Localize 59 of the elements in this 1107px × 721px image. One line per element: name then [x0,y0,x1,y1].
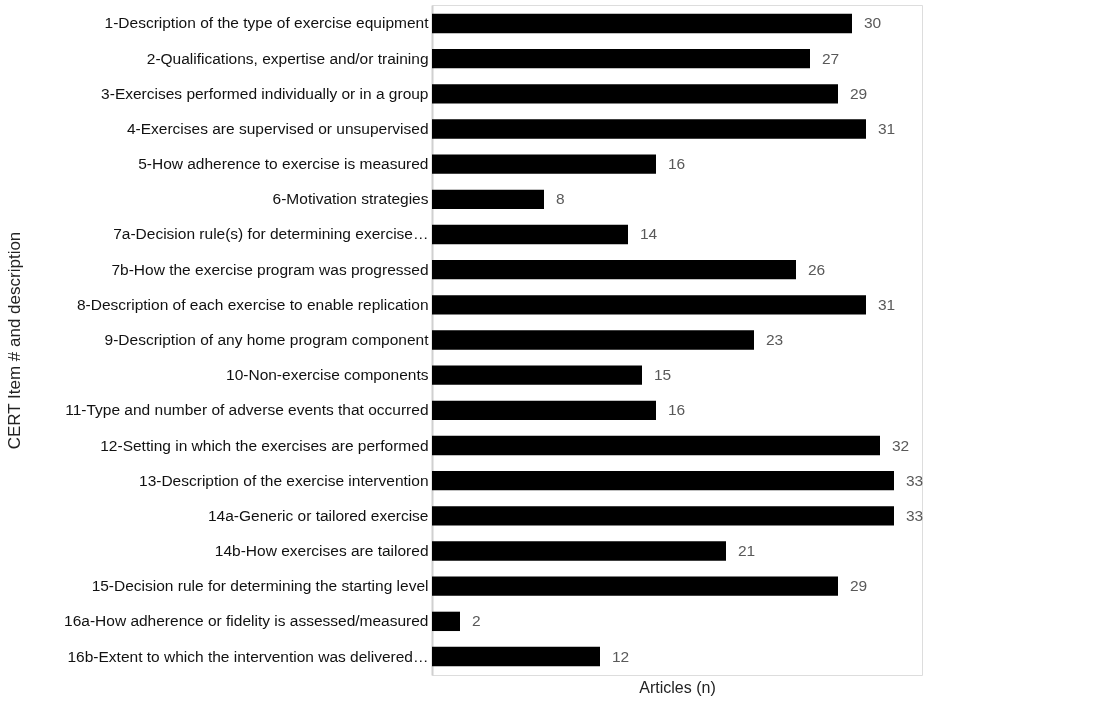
data-label: 30 [864,14,882,32]
y-tick-label: 14b-How exercises are tailored [214,542,429,560]
data-label: 12 [612,647,630,665]
bar [432,330,754,350]
x-axis-title: Articles (n) [639,678,716,696]
y-tick-label: 10-Non-exercise components [226,366,429,384]
bar [432,119,866,139]
data-label: 16 [668,155,686,173]
bar [432,259,796,280]
bar [432,541,726,561]
data-label: 14 [640,225,658,243]
data-label: 8 [556,190,565,208]
bar [432,611,460,632]
y-tick-label: 4-Exercises are supervised or unsupervised [126,119,429,137]
bar [432,576,838,596]
data-label: 26 [808,260,826,278]
y-tick-label: 6-Motivation strategies [272,190,429,208]
y-tick-label: 3-Exercises performed individually or in a group [101,84,429,102]
y-axis-title: CERT Item # and description [4,231,24,450]
y-tick-label: 11-Type and number of adverse events that occurred [65,401,429,419]
data-label: 32 [892,436,910,454]
y-tick-label: 16b-Extent to which the intervention was delivered… [67,647,429,665]
y-tick-label: 7b-How the exercise program was progressed [111,260,429,278]
bar [432,435,880,456]
data-label: 27 [822,49,840,67]
y-tick-label: 5-How adherence to exercise is measured [138,155,429,173]
data-label: 31 [878,295,896,313]
bar [432,84,838,104]
bar [432,224,628,245]
data-label: 33 [906,506,924,524]
y-tick-label: 7a-Decision rule(s) for determining exercise… [113,225,429,243]
y-tick-label: 14a-Generic or tailored exercise [207,506,429,524]
y-tick-label: 13-Description of the exercise intervention [139,471,429,489]
bar [432,365,642,385]
bar [432,646,600,667]
bar [432,295,866,315]
y-tick-label: 9-Description of any home program component [104,331,430,348]
data-label: 21 [738,542,756,560]
bar [432,471,894,491]
data-label: 29 [850,84,868,102]
y-tick-label: 16a-How adherence or fidelity is assessed/measured [64,612,429,630]
data-label: 2 [472,612,481,630]
data-label: 16 [668,401,686,419]
y-tick-label: 12-Setting in which the exercises are performed [100,436,429,454]
bar [432,154,656,174]
data-label: 33 [906,471,924,489]
data-label: 31 [878,119,896,137]
y-tick-label: 15-Decision rule for determining the starting level [91,577,429,595]
data-label: 29 [850,577,868,595]
bar [432,506,894,526]
bar [432,189,544,209]
data-label: 15 [654,366,672,384]
bar [432,13,852,34]
y-tick-label: 2-Qualifications, expertise and/or training [146,49,429,67]
y-tick-label: 8-Description of each exercise to enable replication [76,295,429,313]
bar [432,48,810,69]
y-tick-label: 1-Description of the type of exercise equipment [104,14,430,32]
data-label: 23 [766,331,784,348]
bar [432,400,656,421]
